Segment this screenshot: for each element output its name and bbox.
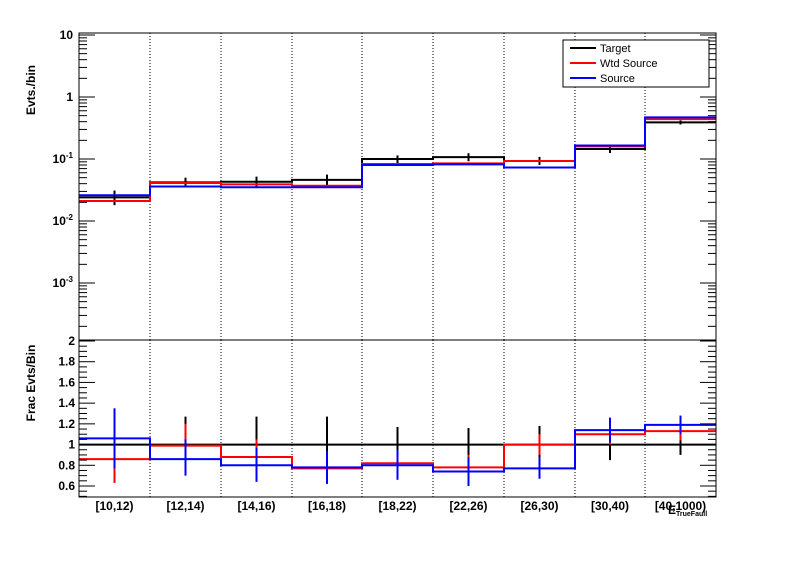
bottom-series (79, 408, 716, 486)
step-line (79, 116, 716, 197)
y-tick-label: 1 (68, 438, 75, 452)
y-tick-label: 10-3 (53, 275, 74, 290)
x-tick-label: [12,14) (166, 499, 204, 513)
y-tick-base: 10 (53, 276, 67, 290)
bottom-x-axis: [10,12) [12,14) [14,16) [16,18) [18,22) [22,2… (95, 499, 706, 513)
legend-label: Target (600, 43, 631, 55)
x-axis-label-main: E (668, 503, 676, 517)
bottom-panel: 0.6 0.8 1 1.2 1.4 1.6 1.8 2 [10,12) [12,14) [14,1… (24, 334, 717, 518)
x-axis-label-sub: TrueFaull (676, 511, 707, 518)
y-tick-label: 1 (66, 90, 73, 104)
series-source (79, 116, 716, 197)
y-tick-label: 1.4 (58, 396, 75, 410)
x-tick-label: [14,16) (237, 499, 275, 513)
y-tick-base: 10 (53, 214, 67, 228)
legend-label: Wtd Source (600, 58, 657, 70)
y-tick-exp: -3 (66, 275, 74, 284)
top-y-axis-label: Evts./bin (24, 65, 38, 115)
x-tick-label: [16,18) (308, 499, 346, 513)
y-tick-label: 10-2 (53, 213, 74, 228)
bottom-grid (149, 340, 646, 497)
legend-label: Source (600, 73, 635, 85)
y-tick-label: 2 (68, 334, 75, 348)
y-tick-label: 10-1 (53, 151, 74, 166)
x-tick-label: [26,30) (520, 499, 558, 513)
y-tick-exp: -2 (66, 213, 74, 222)
x-tick-label: [18,22) (378, 499, 416, 513)
x-tick-label: [30,40) (591, 499, 629, 513)
y-tick-base: 10 (53, 152, 67, 166)
x-tick-label: [40,1000) (655, 499, 706, 513)
bottom-x-axis-label: ETrueFaull (668, 503, 707, 518)
top-series (79, 116, 716, 206)
y-tick-label: 1.2 (58, 417, 75, 431)
series-source (79, 408, 716, 486)
x-tick-label: [10,12) (95, 499, 133, 513)
y-tick-exp: -1 (66, 151, 74, 160)
y-tick-label: 1.8 (58, 355, 75, 369)
bottom-y-axis-label: Frac Evts/Bin (24, 345, 38, 422)
legend: Target Wtd Source Source (562, 39, 710, 88)
bottom-y-axis: 0.6 0.8 1 1.2 1.4 1.6 1.8 2 (58, 334, 716, 497)
y-tick-label: 1.6 (58, 375, 75, 389)
y-tick-label: 10 (60, 28, 74, 42)
y-tick-label: 0.6 (58, 479, 75, 493)
x-tick-label: [22,26) (449, 499, 487, 513)
y-tick-label: 0.8 (58, 458, 75, 472)
